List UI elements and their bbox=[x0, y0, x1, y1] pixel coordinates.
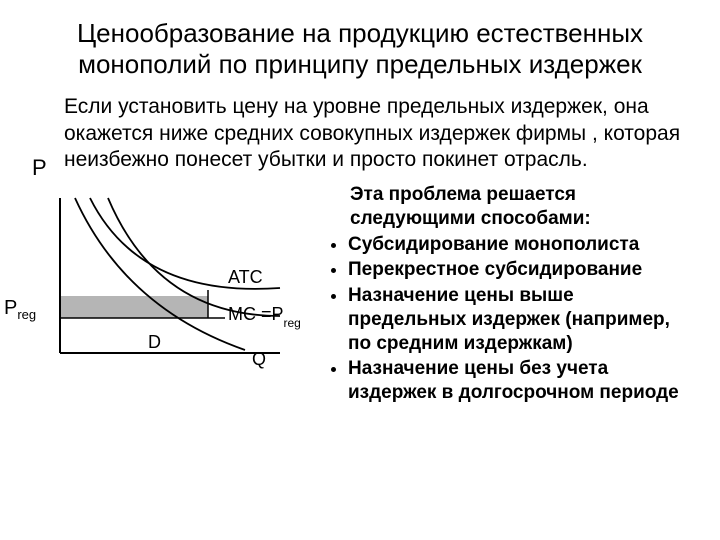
econ-chart: АТС МС =Preg D Q bbox=[30, 183, 320, 373]
intro-paragraph: Если установить цену на уровне предельны… bbox=[64, 94, 690, 173]
y-axis-label: P bbox=[32, 155, 47, 181]
slide-title: Ценообразование на продукцию естественны… bbox=[30, 18, 690, 80]
d-label: D bbox=[148, 332, 161, 352]
chart-container: P Preg АТС МС =Preg bbox=[30, 183, 320, 373]
solutions-heading: Эта проблема решается следующими способа… bbox=[350, 183, 690, 231]
x-axis-label: Q bbox=[252, 349, 266, 369]
list-item: Назначение цены выше предельных издержек… bbox=[348, 284, 690, 355]
list-item: Назначение цены без учета издержек в дол… bbox=[348, 357, 690, 405]
loss-shade bbox=[60, 296, 208, 318]
list-item: Субсидирование монополиста bbox=[348, 233, 690, 257]
solutions-list: Субсидирование монополиста Перекрестное … bbox=[326, 233, 690, 405]
solutions-block: Эта проблема решается следующими способа… bbox=[326, 183, 690, 407]
mc-label: МС =Preg bbox=[228, 304, 301, 330]
list-item: Перекрестное субсидирование bbox=[348, 258, 690, 282]
atc-label: АТС bbox=[228, 267, 263, 287]
y-tick-preg: Preg bbox=[4, 297, 36, 322]
